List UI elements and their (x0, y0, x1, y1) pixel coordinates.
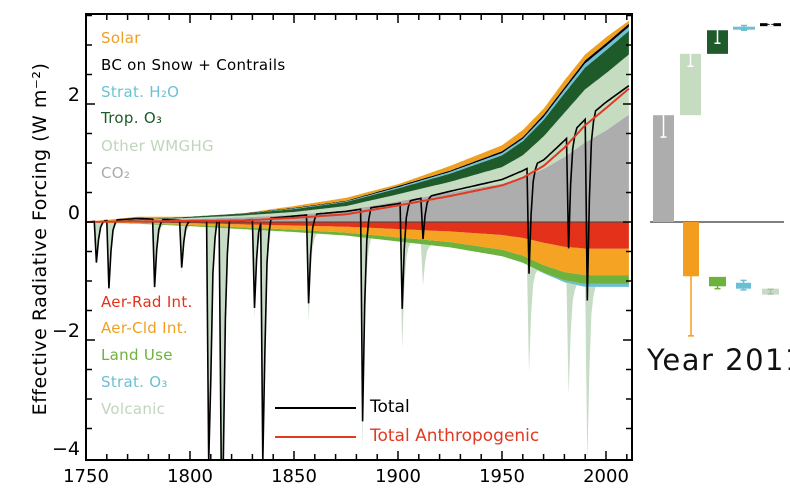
bar (653, 115, 674, 222)
y-tick-label: −4 (51, 438, 80, 460)
axes (85, 13, 633, 461)
x-tick-label: 1900 (375, 466, 421, 487)
y-tick-label: 2 (67, 84, 80, 106)
legend-total: Total (370, 397, 410, 417)
plot-frame (85, 13, 633, 461)
line-total-anthropogenic (86, 87, 630, 223)
x-tick-label: 1850 (271, 466, 317, 487)
x-tick-label: 1950 (479, 466, 525, 487)
x-tick-label: 1750 (63, 466, 109, 487)
bar-panel-title: Year 2011 (647, 343, 790, 377)
area-co2 (86, 114, 629, 222)
area-aerrad (86, 222, 629, 249)
legend-volcanic: Volcanic (101, 400, 166, 418)
legend-total-anthropogenic: Total Anthropogenic (370, 426, 540, 446)
area-landuse (86, 222, 629, 284)
legend-land-use: Land Use (101, 346, 173, 364)
legend-co2: CO₂ (101, 164, 131, 182)
year-2011-bars (650, 17, 784, 337)
legend-bc-snow-contrails: BC on Snow + Contrails (101, 56, 286, 74)
legend-strat-o3: Strat. O₃ (101, 373, 168, 391)
legend-other-wmghg: Other WMGHG (101, 137, 214, 155)
y-tick-label: −2 (51, 320, 80, 342)
x-tick-label: 1800 (167, 466, 213, 487)
line-legend (275, 407, 356, 438)
area-aercld (86, 222, 629, 276)
y-tick-label: 0 (67, 202, 80, 224)
stacked-areas (86, 20, 629, 460)
area-wmghg (86, 54, 629, 223)
legend-solar: Solar (101, 29, 141, 47)
total-lines (86, 85, 630, 460)
x-tick-label: 2000 (583, 466, 629, 487)
legend-aer-rad: Aer-Rad Int. (101, 293, 193, 311)
legend-strat-h2o: Strat. H₂O (101, 83, 180, 101)
legend-aer-cld: Aer-Cld Int. (101, 319, 188, 337)
area-volcanic (86, 222, 629, 460)
legend-trop-o3: Trop. O₃ (101, 109, 163, 127)
bar (680, 53, 701, 116)
